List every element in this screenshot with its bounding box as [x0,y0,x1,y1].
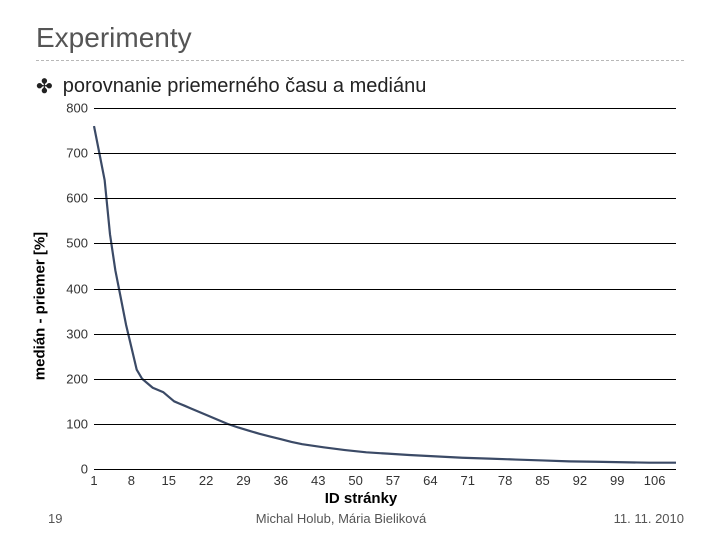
x-tick-label: 50 [348,469,362,488]
y-tick-label: 300 [66,326,94,341]
y-tick-label: 500 [66,236,94,251]
gridline [94,108,676,109]
line-path [94,126,676,463]
x-tick-label: 15 [162,469,176,488]
x-tick-label: 78 [498,469,512,488]
x-tick-label: 92 [573,469,587,488]
y-axis-label: medián - priemer [%] [32,231,49,379]
subtitle-row: ✤ porovnanie priemerného času a mediánu [36,75,684,98]
footer: 19 Michal Holub, Mária Bieliková 11. 11.… [36,507,684,526]
y-tick-label: 400 [66,281,94,296]
plot-wrapper: 0100200300400500600700800181522293643505… [94,108,676,469]
footer-authors: Michal Holub, Mária Bieliková [108,511,574,526]
gridline [94,243,676,244]
bullet-icon: ✤ [36,77,53,97]
x-tick-label: 71 [461,469,475,488]
x-tick-label: 43 [311,469,325,488]
gridline [94,379,676,380]
subtitle-text: porovnanie priemerného času a mediánu [63,75,427,98]
x-tick-label: 99 [610,469,624,488]
gridline [94,198,676,199]
x-tick-label: 85 [535,469,549,488]
y-tick-label: 200 [66,371,94,386]
gridline [94,424,676,425]
x-tick-label: 36 [274,469,288,488]
x-axis-label: ID stránky [325,490,398,507]
page-number: 19 [48,511,108,526]
x-tick-label: 64 [423,469,437,488]
x-tick-label: 29 [236,469,250,488]
footer-date: 11. 11. 2010 [574,511,684,526]
slide-title: Experimenty [36,22,684,54]
gridline [94,153,676,154]
x-tick-label: 22 [199,469,213,488]
plot: 0100200300400500600700800181522293643505… [94,108,676,469]
y-tick-label: 800 [66,101,94,116]
title-divider [36,60,684,61]
x-tick-label: 8 [128,469,135,488]
x-tick-label: 106 [644,469,666,488]
gridline [94,334,676,335]
y-tick-label: 700 [66,146,94,161]
y-tick-label: 600 [66,191,94,206]
x-tick-label: 57 [386,469,400,488]
chart: medián - priemer [%] 0100200300400500600… [46,108,676,503]
y-tick-label: 100 [66,416,94,431]
x-tick-label: 1 [90,469,97,488]
gridline [94,289,676,290]
